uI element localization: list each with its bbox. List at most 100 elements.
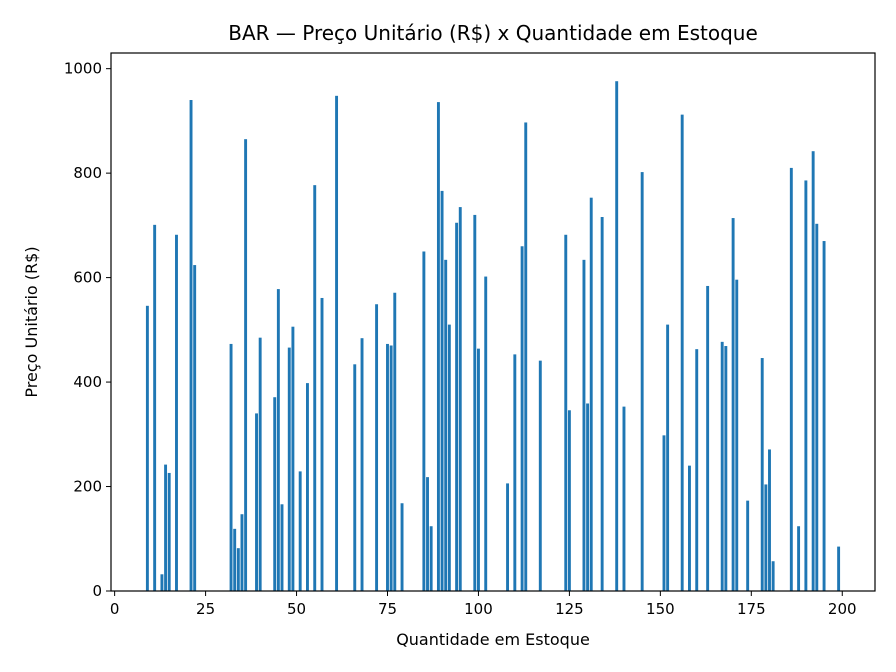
bar-43 xyxy=(484,276,488,591)
bar-57 xyxy=(640,172,644,591)
bar-11 xyxy=(240,514,244,591)
bar-32 xyxy=(422,251,426,592)
bar-7 xyxy=(193,265,197,591)
bar-23 xyxy=(320,297,324,591)
bar-37 xyxy=(444,259,448,591)
bar-33 xyxy=(426,477,429,591)
plot-frame xyxy=(110,52,876,592)
bar-18 xyxy=(287,347,291,591)
bar-47 xyxy=(524,122,528,591)
bar-40 xyxy=(458,207,462,591)
bar-42 xyxy=(476,348,480,591)
bar-67 xyxy=(735,279,739,591)
bar-44 xyxy=(506,483,510,591)
bar-21 xyxy=(306,383,309,591)
x-tick-label-1: 25 xyxy=(196,600,215,618)
bar-70 xyxy=(764,484,768,591)
bar-51 xyxy=(582,259,586,591)
y-tick-label-3: 600 xyxy=(73,269,102,287)
bar-53 xyxy=(589,197,593,591)
bar-58 xyxy=(662,435,666,591)
bar-16 xyxy=(276,289,280,591)
bar-41 xyxy=(473,214,477,592)
bar-3 xyxy=(164,464,168,591)
bar-77 xyxy=(815,223,819,592)
bar-79 xyxy=(837,546,841,591)
bar-0 xyxy=(145,305,149,591)
y-tick-label-4: 800 xyxy=(73,164,102,182)
bar-76 xyxy=(811,151,815,591)
bars-group xyxy=(145,81,841,592)
bar-8 xyxy=(229,343,233,591)
x-tick-label-0: 0 xyxy=(110,600,120,618)
bar-28 xyxy=(386,343,389,591)
bar-45 xyxy=(513,354,517,591)
bar-55 xyxy=(615,81,619,592)
bar-14 xyxy=(258,337,262,591)
bar-24 xyxy=(335,95,339,591)
bar-31 xyxy=(400,503,404,591)
bar-13 xyxy=(255,413,258,591)
y-axis-title: Preço Unitário (R$) xyxy=(22,246,41,397)
bar-19 xyxy=(291,326,295,591)
bar-36 xyxy=(440,190,444,591)
bar-62 xyxy=(695,349,699,591)
x-tick-label-5: 125 xyxy=(555,600,584,618)
bar-73 xyxy=(789,167,793,591)
bar-72 xyxy=(771,561,775,591)
bar-1 xyxy=(153,224,157,591)
bar-5 xyxy=(175,234,178,591)
bar-4 xyxy=(167,472,171,591)
x-axis-ticks: 0 25 50 75 100 125 150 175 200 xyxy=(110,591,857,618)
bar-26 xyxy=(360,338,364,591)
bar-78 xyxy=(822,241,826,592)
bar-46 xyxy=(520,246,524,591)
bar-69 xyxy=(760,358,764,591)
bar-35 xyxy=(436,102,440,591)
bar-49 xyxy=(564,234,568,591)
bar-17 xyxy=(280,504,284,591)
bar-20 xyxy=(298,471,302,591)
bar-74 xyxy=(797,526,801,591)
x-axis-title: Quantidade em Estoque xyxy=(396,630,590,649)
y-axis-ticks: 0 200 400 600 800 1000 xyxy=(64,60,111,600)
bar-12 xyxy=(244,139,248,591)
bar-66 xyxy=(731,218,735,591)
bar-25 xyxy=(353,364,357,591)
bar-61 xyxy=(688,465,691,591)
bar-59 xyxy=(666,324,670,591)
bar-71 xyxy=(768,449,771,591)
y-tick-label-1: 200 xyxy=(73,478,102,496)
y-tick-label-5: 1000 xyxy=(64,60,102,78)
bar-56 xyxy=(622,406,626,591)
bar-22 xyxy=(313,185,317,591)
x-tick-label-4: 100 xyxy=(464,600,493,618)
bar-9 xyxy=(233,528,237,591)
bar-65 xyxy=(724,346,728,591)
bar-60 xyxy=(680,114,684,591)
bar-52 xyxy=(586,403,590,591)
bar-15 xyxy=(273,397,277,591)
bar-50 xyxy=(567,410,571,591)
bar-10 xyxy=(236,548,240,591)
x-tick-label-6: 150 xyxy=(646,600,675,618)
x-tick-label-7: 175 xyxy=(737,600,766,618)
bar-63 xyxy=(706,285,710,591)
y-tick-label-0: 0 xyxy=(92,582,102,600)
x-tick-label-3: 75 xyxy=(378,600,397,618)
bar-54 xyxy=(600,217,604,591)
bar-68 xyxy=(746,500,750,591)
bar-34 xyxy=(429,526,433,591)
bar-75 xyxy=(804,180,808,591)
bar-2 xyxy=(160,574,164,591)
x-tick-label-8: 200 xyxy=(828,600,857,618)
bar-27 xyxy=(375,304,379,591)
bar-29 xyxy=(389,345,393,591)
y-tick-label-2: 400 xyxy=(73,373,102,391)
bar-64 xyxy=(720,341,724,591)
chart-title: BAR — Preço Unitário (R$) x Quantidade e… xyxy=(228,21,758,45)
bar-48 xyxy=(538,360,542,591)
bar-30 xyxy=(393,292,397,591)
bar-38 xyxy=(447,324,451,591)
